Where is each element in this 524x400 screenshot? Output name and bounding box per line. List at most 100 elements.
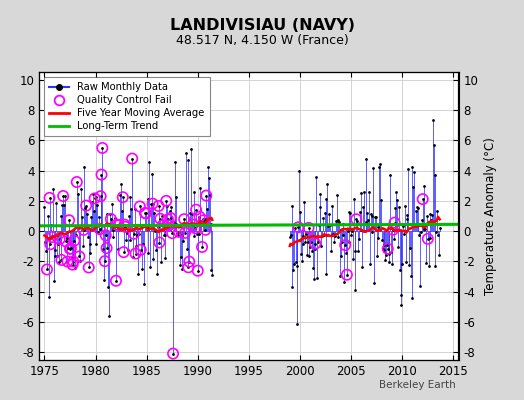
Point <box>84 264 93 271</box>
Point <box>95 214 103 220</box>
Point <box>122 237 130 244</box>
Point <box>200 217 208 223</box>
Point <box>299 232 308 239</box>
Point <box>113 221 121 228</box>
Point <box>46 195 54 201</box>
Point <box>126 194 135 200</box>
Point <box>374 224 382 231</box>
Point <box>102 245 111 251</box>
Point <box>424 262 433 269</box>
Point <box>146 264 154 270</box>
Point <box>344 209 353 215</box>
Point <box>394 244 402 250</box>
Point <box>343 272 351 278</box>
Point <box>115 222 124 229</box>
Point <box>129 230 138 237</box>
Point <box>97 172 106 178</box>
Point <box>41 239 49 246</box>
Point <box>420 182 429 189</box>
Point <box>350 196 358 202</box>
Point <box>201 227 210 233</box>
Point <box>67 245 75 252</box>
Point <box>102 245 111 251</box>
Point <box>164 216 172 223</box>
Point <box>100 277 108 283</box>
Point <box>431 262 440 269</box>
Point <box>79 243 87 250</box>
Point <box>169 350 177 357</box>
Point <box>376 161 384 168</box>
Point <box>337 239 346 245</box>
Point <box>348 256 357 262</box>
Point <box>288 202 297 209</box>
Point <box>389 227 397 233</box>
Point <box>367 213 376 220</box>
Point <box>75 253 83 260</box>
Point <box>291 225 299 231</box>
Point <box>149 256 158 262</box>
Point <box>333 234 342 240</box>
Point <box>291 259 300 266</box>
Point <box>133 232 141 238</box>
Point <box>204 164 212 170</box>
Point <box>430 172 439 178</box>
Point <box>341 242 350 248</box>
Point <box>364 217 373 224</box>
Point <box>60 202 68 208</box>
Point <box>375 163 384 170</box>
Point <box>180 216 188 222</box>
Point <box>304 225 313 231</box>
Point <box>193 268 202 274</box>
Point <box>66 246 74 252</box>
Point <box>174 232 182 238</box>
Point <box>354 248 362 254</box>
Point <box>125 212 133 219</box>
Point <box>378 246 387 252</box>
Point <box>311 240 320 247</box>
Point <box>173 230 181 236</box>
Point <box>298 241 307 248</box>
Point <box>419 226 428 232</box>
Point <box>166 215 174 221</box>
Point <box>132 250 140 257</box>
Point <box>155 239 163 246</box>
Point <box>401 202 409 209</box>
Point <box>294 224 302 230</box>
Point <box>159 222 167 228</box>
Point <box>130 206 139 213</box>
Point <box>407 273 415 279</box>
Point <box>400 231 408 238</box>
Point <box>192 206 200 213</box>
Point <box>112 278 120 284</box>
Point <box>303 239 312 246</box>
Point <box>53 253 61 259</box>
Point <box>145 159 154 165</box>
Point <box>365 188 373 195</box>
Point <box>94 229 102 236</box>
Point <box>315 191 324 198</box>
Point <box>389 236 398 242</box>
Point <box>323 180 332 187</box>
Point <box>73 179 81 185</box>
Point <box>399 222 407 229</box>
Point <box>200 216 209 222</box>
Point <box>304 225 313 231</box>
Point <box>70 238 79 244</box>
Point <box>203 206 211 212</box>
Point <box>141 210 150 216</box>
Point <box>107 216 115 222</box>
Point <box>92 194 101 200</box>
Point <box>144 250 152 256</box>
Point <box>56 236 64 242</box>
Point <box>156 216 165 222</box>
Point <box>148 200 157 207</box>
Point <box>379 242 388 248</box>
Point <box>87 214 95 220</box>
Point <box>308 248 316 254</box>
Point <box>294 224 302 230</box>
Point <box>423 213 431 220</box>
Point <box>63 258 72 265</box>
Point <box>355 236 363 242</box>
Point <box>181 230 189 236</box>
Point <box>390 220 399 226</box>
